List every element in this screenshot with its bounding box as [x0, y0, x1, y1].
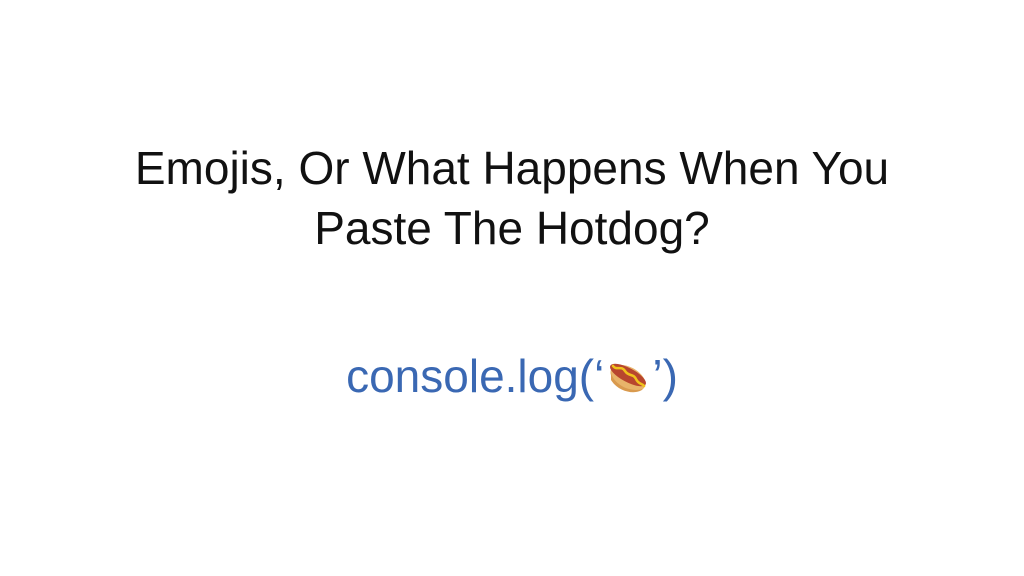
- code-snippet: console.log(‘ ’): [0, 346, 1024, 406]
- slide-title-line-1: Emojis, Or What Happens When You: [134, 142, 890, 194]
- hotdog-icon: [605, 353, 651, 399]
- code-suffix: ’): [652, 350, 678, 402]
- code-prefix: console.log(‘: [346, 350, 605, 402]
- slide-title-line-2: Paste The Hotdog?: [314, 202, 710, 254]
- slide-title: Emojis, Or What Happens When You Paste T…: [0, 138, 1024, 258]
